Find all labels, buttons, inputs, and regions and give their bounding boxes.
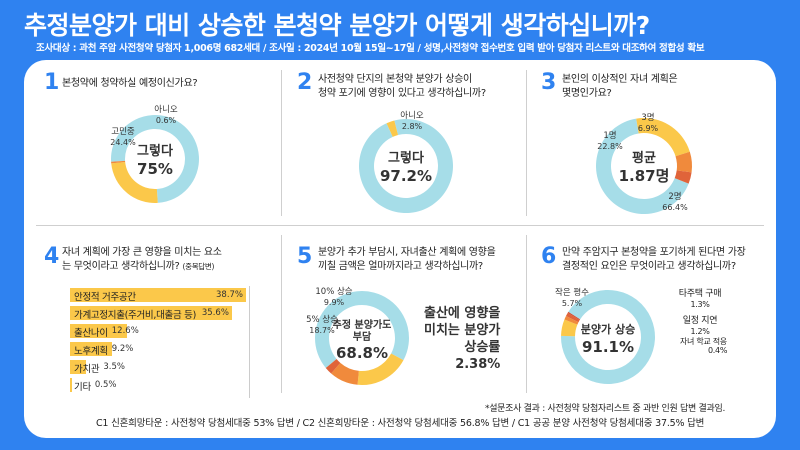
bar-row: 가계고정지출(주거비,대출금 등) 35.6% — [70, 304, 249, 322]
bar-row: 출산나이 12.6% — [70, 322, 249, 340]
question-line: 자녀 계획에 가장 큰 영향을 미치는 요소 — [62, 247, 222, 258]
bar-value: 38.7% — [216, 290, 244, 300]
reason-label: 자녀 학교 적응 — [680, 337, 727, 346]
question-line: 결정적인 요인은 무엇이라고 생각하십니까? — [562, 261, 736, 272]
question-number: 5 — [297, 244, 313, 269]
question-line: 끼칠 금액은 얼마까지라고 생각하십니까? — [318, 261, 483, 272]
col-divider-2-bottom — [526, 235, 527, 393]
summary-line: 미치는 분양가 — [424, 323, 501, 338]
bar-value: 0.5% — [94, 380, 117, 390]
reason-value: 1.3% — [690, 300, 710, 309]
question-line: 만약 주암지구 본청약을 포기하게 된다면 가장 — [562, 247, 746, 258]
bar-value: 35.6% — [201, 308, 229, 318]
reason-value: 1.2% — [690, 327, 710, 336]
question-number: 1 — [44, 70, 60, 95]
survey-info: 조사대상 : 과천 주암 사전청약 당첨자 1,006명 682세대 / 조사일… — [36, 43, 705, 54]
col-divider-1-top — [281, 70, 282, 216]
impact-summary: 출산에 영향을 미치는 분양가 상승률 2.38% — [424, 305, 500, 373]
bar-label: 출산나이 — [74, 328, 108, 339]
summary-value: 2.38% — [455, 357, 501, 372]
bar-value: 12.6% — [111, 326, 139, 336]
bar — [70, 288, 246, 302]
bar-label: 노후계획 — [74, 346, 108, 357]
footer-note: *설문조사 결과 : 사전청약 당첨자리스트 중 과반 인원 답변 결과임. — [485, 404, 726, 414]
question-number: 2 — [297, 70, 313, 95]
bar — [70, 324, 128, 338]
summary-line: 출산에 영향을 — [424, 306, 501, 321]
page-title: 추정분양가 대비 상승한 본청약 분양가 어떻게 생각하십니까? — [24, 11, 650, 40]
bar — [70, 378, 73, 392]
question-number: 6 — [541, 244, 557, 269]
question-text: 본인의 이상적인 자녀 계획은 몇명인가요? — [562, 73, 678, 101]
bar-chart-q4: 안정적 거주공간 38.7% 가계고정지출(주거비,대출금 등) 35.6% 출산나이 1… — [70, 286, 250, 398]
reason-label: 일정 지연 — [682, 316, 718, 326]
question-line: 몇명인가요? — [562, 88, 612, 99]
col-divider-2-top — [526, 70, 527, 216]
bar-label: 기타 — [74, 382, 91, 393]
question-line: 는 무엇이라고 생각하십니까? — [62, 261, 180, 272]
col-divider-1-bottom — [281, 235, 282, 393]
question-line: 본청약에 청약하실 예정이신가요? — [62, 78, 198, 89]
bar-label: 가계고정지출(주거비,대출금 등) — [74, 310, 196, 321]
reason-label: 타주택 구매 — [678, 289, 722, 299]
question-line: 분양가 추가 부담시, 자녀출산 계획에 영향을 — [318, 247, 496, 258]
bar-value: 3.5% — [103, 362, 125, 372]
bar-row: 노후계획 9.2% — [70, 340, 249, 358]
row-divider — [36, 225, 764, 226]
bar — [70, 342, 112, 356]
reason-value: 0.4% — [708, 346, 728, 355]
question-text: 본청약에 청약하실 예정이신가요? — [62, 77, 198, 91]
question-number: 4 — [44, 244, 60, 269]
summary-line: 상승률 — [464, 340, 501, 355]
footer-line: C1 신혼희망타운 : 사전청약 당첨세대중 53% 답변 / C2 신혼희망타… — [96, 418, 705, 429]
bar-row: 안정적 거주공간 38.7% — [70, 286, 249, 304]
question-note: (중복답변) — [182, 262, 215, 271]
bar-row: 가치관 3.5% — [70, 358, 249, 376]
question-line: 본인의 이상적인 자녀 계획은 — [562, 74, 678, 85]
question-text: 분양가 추가 부담시, 자녀출산 계획에 영향을 끼칠 금액은 얼마까지라고 생… — [318, 246, 496, 274]
question-text: 자녀 계획에 가장 큰 영향을 미치는 요소 는 무엇이라고 생각하십니까? (… — [62, 246, 222, 274]
question-number: 3 — [541, 70, 557, 95]
bar — [70, 306, 232, 320]
bar — [70, 360, 86, 374]
bar-label: 가치관 — [74, 364, 100, 375]
question-line: 사전청약 단지의 본청약 분양가 상승이 — [318, 74, 472, 85]
bar-value: 9.2% — [111, 344, 134, 354]
question-text: 사전청약 단지의 본청약 분양가 상승이 청약 포기에 영향이 있다고 생각하십… — [318, 73, 486, 101]
bar-row: 기타 0.5% — [70, 376, 249, 394]
question-line: 청약 포기에 영향이 있다고 생각하십니까? — [318, 88, 486, 99]
bar-label: 안정적 거주공간 — [74, 292, 136, 303]
question-text: 만약 주암지구 본청약을 포기하게 된다면 가장 결정적인 요인은 무엇이라고 … — [562, 246, 746, 274]
